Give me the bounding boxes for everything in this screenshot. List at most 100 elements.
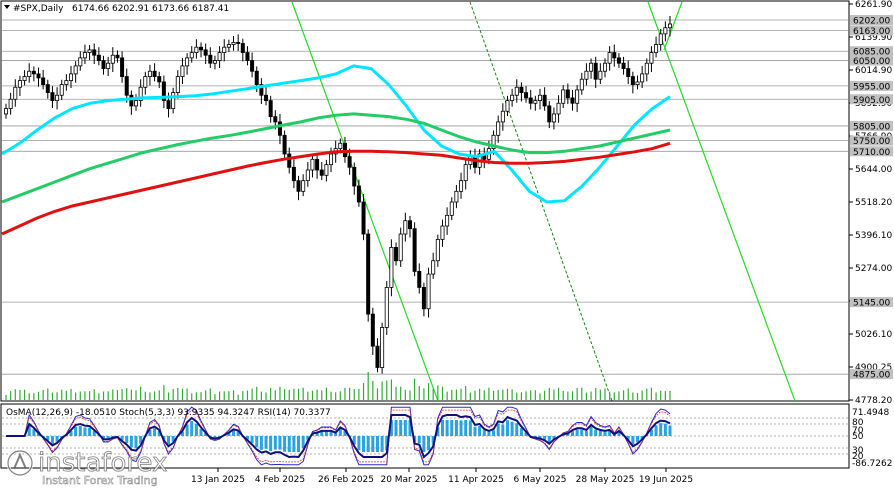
candle-body bbox=[384, 287, 389, 328]
candle-body bbox=[73, 65, 78, 75]
channel-line-upper bbox=[663, 1, 683, 51]
candle-body bbox=[389, 246, 394, 288]
candle-body bbox=[347, 156, 352, 168]
osma-bar bbox=[357, 436, 361, 451]
osma-bar bbox=[543, 436, 547, 440]
osma-bar bbox=[245, 436, 249, 440]
candle-body bbox=[236, 42, 241, 44]
dropdown-triangle-icon[interactable] bbox=[4, 5, 10, 9]
oscillator-lines bbox=[6, 406, 671, 466]
rsi-line bbox=[6, 414, 671, 459]
candle-body bbox=[616, 57, 621, 64]
candle-body bbox=[663, 27, 668, 35]
osma-bar bbox=[450, 420, 454, 436]
candle-body bbox=[143, 76, 148, 88]
date-tick-label: 4 Feb 2025 bbox=[255, 475, 305, 485]
level-tag-label: 6163.00 bbox=[853, 27, 890, 37]
osma-bar bbox=[403, 420, 407, 436]
candle-body bbox=[147, 70, 152, 77]
candle-body bbox=[533, 100, 538, 104]
level-tag-label: 5805.00 bbox=[853, 122, 890, 132]
osma-bar bbox=[50, 436, 54, 444]
osma-bar bbox=[324, 431, 328, 436]
osma-bar bbox=[306, 436, 310, 441]
candle-body bbox=[537, 94, 542, 101]
candle-body bbox=[366, 233, 371, 315]
candle-body bbox=[31, 70, 36, 75]
candle-body bbox=[199, 46, 204, 51]
osma-bar bbox=[427, 436, 431, 451]
osma-bar bbox=[482, 430, 486, 436]
osma-bar bbox=[320, 431, 324, 436]
main-pane-frame bbox=[0, 0, 850, 402]
moving-average-line bbox=[1, 64, 671, 204]
candle-body bbox=[329, 153, 334, 166]
candle-body bbox=[259, 84, 264, 96]
osma-bar bbox=[510, 421, 514, 436]
candle-body bbox=[175, 76, 180, 93]
candle-body bbox=[69, 73, 74, 81]
osma-bar bbox=[190, 421, 194, 436]
osma-bar bbox=[505, 420, 509, 436]
candle-body bbox=[92, 49, 97, 56]
candle-body bbox=[13, 86, 18, 100]
candle-body bbox=[668, 23, 673, 29]
candle-body bbox=[352, 166, 357, 187]
candle-body bbox=[356, 185, 361, 203]
candle-body bbox=[649, 52, 654, 64]
ohlc-low: 6173.66 bbox=[152, 4, 189, 14]
candle-body bbox=[510, 94, 515, 101]
indicator-tick-label: 70 bbox=[852, 426, 864, 436]
osma-bar bbox=[180, 431, 184, 436]
candle-body bbox=[435, 238, 440, 262]
candle-body bbox=[106, 62, 111, 69]
level-tag-bg bbox=[850, 146, 893, 157]
osma-bar bbox=[594, 429, 598, 436]
osma-bar bbox=[473, 426, 477, 436]
date-tick-label: 11 Apr 2025 bbox=[448, 475, 504, 485]
candle-body bbox=[203, 49, 208, 56]
osma-bar bbox=[162, 436, 166, 440]
date-tick-label: 19 Jun 2025 bbox=[639, 475, 693, 485]
level-tag-label: 4875.00 bbox=[853, 371, 890, 381]
price-tick-label: 6261.90 bbox=[855, 0, 892, 10]
candle-body bbox=[542, 94, 547, 107]
osma-bar bbox=[301, 436, 305, 449]
osma-bar bbox=[617, 431, 621, 436]
candle-body bbox=[380, 327, 385, 368]
level-tag-bg bbox=[850, 135, 893, 146]
osma-bar bbox=[194, 423, 198, 436]
candle-body bbox=[407, 220, 412, 230]
candle-body bbox=[505, 100, 510, 112]
candle-body bbox=[342, 142, 347, 158]
candle-body bbox=[231, 42, 236, 45]
osma-bar bbox=[148, 429, 152, 436]
candle-body bbox=[4, 108, 9, 115]
symbol-name: #SPX,Daily bbox=[13, 4, 64, 14]
candle-body bbox=[157, 76, 162, 83]
candle-body bbox=[551, 113, 556, 123]
candle-body bbox=[454, 190, 459, 203]
osma-bar bbox=[649, 429, 653, 436]
candle-body bbox=[180, 65, 185, 77]
indicator-tick-label: 30 bbox=[852, 446, 864, 456]
osma-bar bbox=[468, 420, 472, 436]
candle-body bbox=[120, 57, 125, 77]
candle-body bbox=[338, 142, 343, 150]
candle-body bbox=[55, 94, 60, 101]
date-tick-label: 28 May 2025 bbox=[576, 475, 635, 485]
osma-bar bbox=[74, 426, 78, 436]
candle-body bbox=[575, 89, 580, 104]
osma-bar bbox=[635, 436, 639, 443]
candle-body bbox=[528, 97, 533, 104]
candle-body bbox=[222, 46, 227, 53]
candle-body bbox=[361, 201, 366, 235]
candle-body bbox=[240, 43, 245, 53]
symbol-header: #SPX,Daily 6174.66 6202.91 6173.66 6187.… bbox=[4, 4, 229, 14]
candle-body bbox=[644, 62, 649, 75]
osma-bar bbox=[120, 436, 124, 441]
candle-body bbox=[589, 62, 594, 72]
candle-body bbox=[398, 233, 403, 262]
level-tag-label: 5145.00 bbox=[853, 299, 890, 309]
